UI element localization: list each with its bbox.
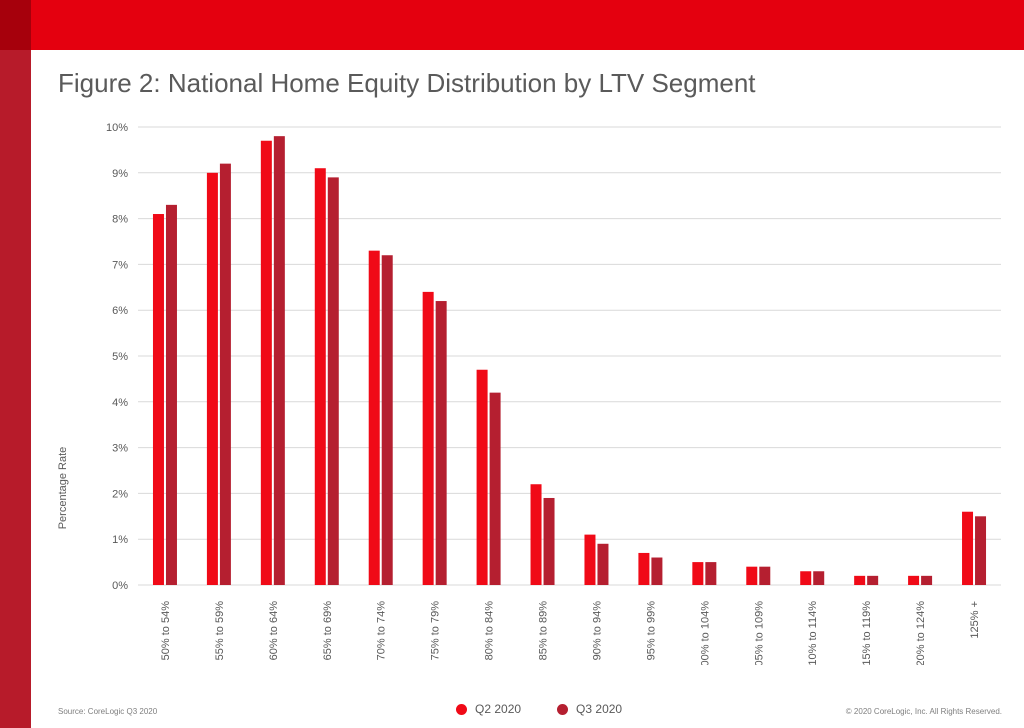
legend-label-q2: Q2 2020: [475, 702, 522, 716]
bar-q3: [759, 566, 771, 585]
x-tick-label: 60% to 64%: [268, 601, 280, 661]
y-tick-label: 6%: [112, 305, 128, 317]
legend-item-q3: Q3 2020: [557, 702, 622, 716]
bar-q2: [260, 140, 272, 586]
bar-q2: [746, 566, 758, 585]
bar-q3: [165, 204, 177, 586]
y-tick-label: 9%: [112, 168, 128, 180]
y-tick-label: 10%: [106, 122, 128, 134]
header-corner-block: [0, 0, 31, 50]
bar-q2: [476, 369, 488, 585]
bar-q3: [489, 392, 501, 585]
x-tick-label: 110% to 114%: [807, 601, 819, 665]
bar-q2: [530, 484, 542, 585]
bar-q3: [651, 557, 663, 585]
bar-q3: [921, 575, 933, 585]
y-tick-label: 8%: [112, 214, 128, 226]
x-tick-label: 75% to 79%: [430, 601, 442, 661]
bar-q3: [381, 255, 393, 586]
x-tick-label: 65% to 69%: [322, 601, 334, 661]
y-tick-label: 5%: [112, 351, 128, 363]
legend-label-q3: Q3 2020: [576, 702, 623, 716]
bar-q3: [975, 516, 987, 585]
bar-q2: [638, 552, 650, 585]
bar-q2: [206, 172, 218, 586]
bars: [152, 136, 987, 586]
bar-q2: [962, 511, 974, 585]
source-note: Source: CoreLogic Q3 2020: [58, 707, 158, 716]
bar-q2: [314, 168, 326, 585]
x-tick-label: 85% to 89%: [538, 601, 550, 661]
bar-q2: [152, 214, 164, 585]
bar-q3: [813, 571, 825, 585]
y-tick-label: 7%: [112, 259, 128, 271]
bar-q2: [692, 562, 704, 585]
bar-q2: [422, 291, 434, 585]
bar-q2: [908, 575, 920, 585]
y-axis-label: Percentage Rate: [57, 447, 69, 530]
header-bar: [0, 0, 1024, 50]
x-axis-tick-labels: 50% to 54% 55% to 59% 60% to 64% 65% to 69%…: [160, 601, 981, 665]
bar-q3: [327, 177, 339, 585]
bar-q3: [219, 163, 231, 585]
x-tick-label: 100% to 104%: [699, 601, 711, 665]
bar-q3: [597, 543, 609, 585]
copyright-note: © 2020 CoreLogic, Inc. All Rights Reserv…: [845, 707, 1002, 716]
y-axis-tick-labels: 0% 1% 2% 3% 4% 5% 6% 7% 8% 9% 10%: [106, 122, 128, 592]
x-tick-label: 50% to 54%: [160, 601, 172, 661]
x-tick-label: 115% to 119%: [861, 601, 873, 665]
bar-q3: [543, 497, 555, 585]
y-tick-label: 0%: [112, 580, 128, 592]
x-tick-label: 90% to 94%: [591, 601, 603, 661]
y-tick-label: 2%: [112, 488, 128, 500]
legend-item-q2: Q2 2020: [456, 702, 521, 716]
side-bar: [0, 50, 31, 728]
y-tick-label: 3%: [112, 443, 128, 455]
x-tick-label: 95% to 99%: [645, 601, 657, 661]
x-tick-label: 105% to 109%: [753, 601, 765, 665]
bar-q2: [368, 250, 380, 585]
y-tick-label: 4%: [112, 397, 128, 409]
bar-q2: [584, 534, 596, 585]
x-tick-label: 70% to 74%: [376, 601, 388, 661]
legend-swatch-q2: [456, 703, 467, 715]
bar-q2: [800, 571, 812, 585]
bar-q3: [705, 562, 717, 585]
x-tick-label: 55% to 59%: [214, 601, 226, 661]
x-tick-label: 125% +: [969, 601, 981, 639]
x-tick-label: 120% to 124%: [915, 601, 927, 665]
x-tick-label: 80% to 84%: [484, 601, 496, 661]
figure-title: Figure 2: National Home Equity Distribut…: [58, 68, 756, 98]
y-tick-label: 1%: [112, 534, 128, 546]
bar-q2: [854, 575, 866, 585]
bar-q3: [435, 301, 447, 585]
legend-swatch-q3: [557, 703, 569, 715]
bar-q3: [273, 136, 285, 585]
bar-q3: [867, 575, 879, 585]
bar-chart: 0% 1% 2% 3% 4% 5% 6% 7% 8% 9% 10% 50% to 54% 55% to…: [57, 122, 1001, 665]
legend: Q2 2020 Q3 2020: [456, 702, 622, 716]
